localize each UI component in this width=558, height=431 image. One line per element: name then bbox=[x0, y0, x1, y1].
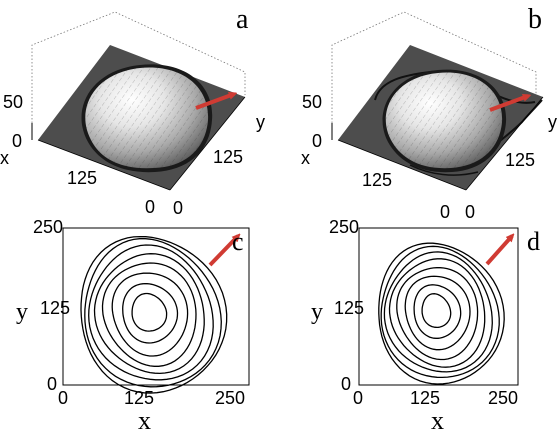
panel-label: b bbox=[528, 4, 542, 35]
panel-a: a 50 0 x 125 0 y 125 0 bbox=[0, 4, 265, 218]
x-tick-label: 250 bbox=[488, 388, 518, 408]
contour-line bbox=[388, 258, 486, 368]
panel-label: c bbox=[232, 227, 244, 256]
direction-arrow bbox=[485, 236, 512, 266]
contour-line bbox=[413, 284, 462, 339]
panel-c: c 250 125 0 y 0 125 250 x bbox=[16, 217, 250, 431]
y-axis-line bbox=[169, 96, 246, 191]
x-tick-label: 125 bbox=[124, 388, 154, 408]
y-axis-label: y bbox=[548, 112, 557, 132]
contour-line bbox=[84, 238, 222, 388]
contour-line bbox=[122, 282, 179, 344]
x-axis-label: x bbox=[138, 406, 151, 431]
contour-line bbox=[380, 245, 500, 379]
y-tick-label: 0 bbox=[341, 374, 351, 394]
y-tick-label: 125 bbox=[505, 150, 535, 170]
x-tick-label: 125 bbox=[362, 170, 392, 190]
y-tick-label: 125 bbox=[213, 147, 243, 167]
contour-line bbox=[111, 272, 189, 357]
y-axis-label: y bbox=[16, 299, 28, 325]
z-tick-label: 0 bbox=[312, 131, 322, 151]
y-axis-label: y bbox=[311, 299, 323, 325]
z-tick-label: 50 bbox=[302, 92, 322, 112]
contour-line bbox=[131, 292, 168, 332]
panel-label: d bbox=[527, 227, 540, 256]
z-tick-label: 0 bbox=[12, 131, 22, 151]
y-tick-label: 250 bbox=[329, 217, 359, 237]
y-axis-label: y bbox=[256, 112, 265, 132]
x-tick-label: 0 bbox=[145, 197, 155, 217]
x-tick-label: 250 bbox=[215, 388, 245, 408]
contour-line bbox=[101, 262, 197, 367]
y-tick-label: 0 bbox=[173, 198, 183, 218]
x-axis-line bbox=[37, 139, 171, 191]
boundary-line bbox=[409, 164, 479, 176]
contour-group bbox=[378, 242, 505, 385]
x-axis-label: x bbox=[0, 148, 9, 168]
contour-line bbox=[93, 253, 205, 375]
direction-arrow bbox=[208, 236, 238, 267]
x-tick-label: 125 bbox=[67, 168, 97, 188]
y-tick-label: 125 bbox=[40, 298, 70, 318]
x-tick-label: 0 bbox=[440, 202, 450, 222]
x-axis-label: x bbox=[431, 406, 444, 431]
contour-line bbox=[80, 235, 228, 394]
x-tick-label: 0 bbox=[353, 388, 363, 408]
dome-texture bbox=[85, 67, 209, 169]
contour-line bbox=[88, 244, 214, 381]
y-tick-label: 250 bbox=[33, 217, 63, 237]
y-tick-label: 0 bbox=[47, 374, 57, 394]
panel-d: d 250 125 0 y 0 125 250 x bbox=[311, 217, 540, 431]
contour-line bbox=[383, 251, 493, 373]
y-tick-label: 125 bbox=[334, 298, 364, 318]
contour-line bbox=[421, 293, 452, 329]
x-tick-label: 125 bbox=[410, 388, 440, 408]
contour-group bbox=[80, 235, 228, 394]
contour-line bbox=[396, 267, 479, 361]
x-axis-line bbox=[337, 139, 467, 191]
z-tick-label: 50 bbox=[3, 92, 23, 112]
y-tick-label: 0 bbox=[465, 202, 475, 222]
direction-arrow bbox=[489, 96, 528, 112]
y-axis-line bbox=[465, 96, 544, 191]
panel-label: a bbox=[236, 4, 249, 35]
x-axis-label: x bbox=[301, 148, 310, 168]
x-tick-label: 0 bbox=[58, 388, 68, 408]
contour-line bbox=[404, 275, 471, 351]
dome-texture bbox=[385, 72, 503, 169]
contour-line bbox=[378, 242, 505, 385]
panel-b: b 50 0 x 125 0 y 125 0 bbox=[301, 4, 557, 222]
direction-arrow bbox=[195, 94, 234, 110]
